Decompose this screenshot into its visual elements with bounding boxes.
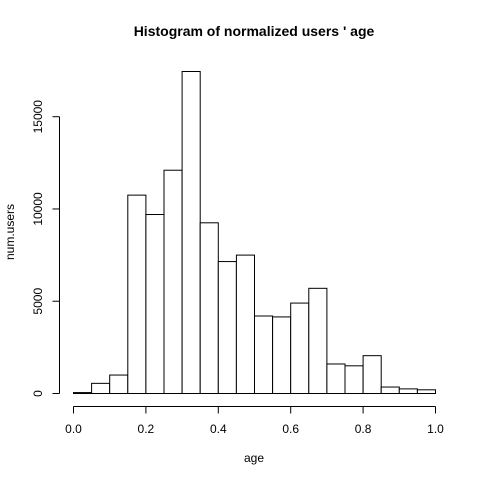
x-tick-label: 0.8 (355, 422, 372, 436)
histogram-bar (398, 388, 418, 395)
histogram-bar (254, 315, 274, 394)
histogram-bar (109, 374, 129, 394)
histogram-bar (217, 261, 237, 394)
histogram-bar (163, 169, 183, 394)
chart-title: Histogram of normalized users ' age (134, 23, 375, 39)
x-tick-label: 0.0 (65, 422, 82, 436)
histogram-bar (181, 71, 201, 394)
y-axis-label: num.users (3, 204, 17, 260)
y-tick-label: 10000 (31, 192, 45, 226)
histogram-bar (326, 363, 346, 395)
histogram-bar (272, 316, 292, 395)
x-axis-label: age (244, 451, 264, 465)
histogram-bar (416, 389, 436, 394)
histogram-bar (73, 392, 93, 394)
x-tick-label: 0.2 (138, 422, 155, 436)
histogram-bar (199, 222, 219, 394)
histogram-bar (290, 302, 310, 394)
histogram-bar (91, 382, 111, 395)
histogram-bar (145, 214, 165, 394)
histogram-bar (344, 365, 364, 395)
histogram-bar (308, 287, 328, 395)
x-tick-label: 1.0 (427, 422, 444, 436)
x-axis: 0.0 0.2 0.4 0.6 0.8 1.0 (65, 406, 444, 436)
y-axis: 0 5000 10000 15000 (31, 100, 60, 397)
y-tick-label: 0 (31, 390, 45, 397)
y-tick-label: 15000 (31, 100, 45, 134)
histogram-bar (362, 355, 382, 395)
bars-group (73, 71, 436, 395)
x-tick-label: 0.6 (282, 422, 299, 436)
y-tick-label: 5000 (31, 288, 45, 315)
histogram-bar (127, 194, 147, 394)
histogram-bar (380, 386, 400, 395)
histogram-bar (235, 254, 255, 394)
x-tick-label: 0.4 (210, 422, 227, 436)
